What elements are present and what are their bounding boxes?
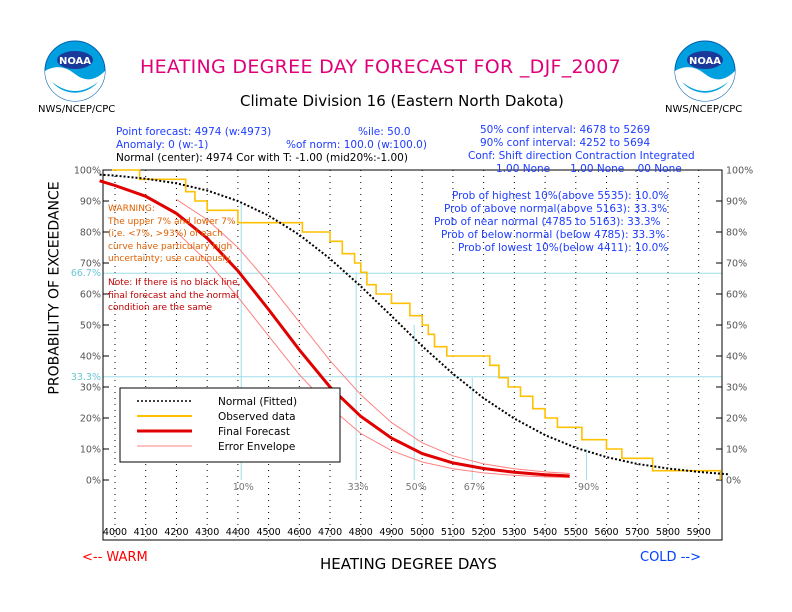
y-tick-label-left: 80% — [80, 228, 101, 239]
y-axis-label: PROBABILITY OF EXCEEDANCE — [46, 181, 63, 395]
y-tick-label-right: 90% — [726, 197, 747, 208]
axes-layer: 4000 4100 4200 4300 4400 4500 4600 4700 4800 4900… — [74, 166, 753, 541]
ref-v-label: 67% — [464, 482, 485, 493]
ref-h-label: 33.3% — [71, 372, 101, 383]
x-tick-label: 4500 — [257, 527, 281, 538]
y-tick-label-right: 60% — [726, 290, 747, 301]
series-observed-data — [111, 169, 721, 480]
series-layer — [99, 169, 730, 480]
ref-v-label: 33% — [348, 482, 369, 493]
x-tick-label: 4600 — [287, 527, 311, 538]
percent-of-normal: %of norm: 100.0 (w:100.0) — [286, 139, 427, 151]
y-tick-label-right: 10% — [726, 445, 747, 456]
anomaly: Anomaly: 0 (w:-1) — [116, 139, 209, 151]
legend-label-forecast: Final Forecast — [218, 426, 290, 438]
y-tick-label-left: 40% — [80, 352, 101, 363]
y-tick-label-left: 30% — [80, 383, 101, 394]
percentile: %ile: 50.0 — [358, 126, 411, 138]
x-tick-label: 5700 — [625, 527, 649, 538]
y-tick-label-right: 0% — [726, 476, 741, 487]
prob-near: Prob of near normal (4785 to 5163): 33.3… — [434, 216, 661, 228]
conf-90: 90% conf interval: 4252 to 5694 — [480, 137, 651, 149]
noaa-logo-left: NOAA — [44, 40, 106, 102]
ref-h-label: 66.7% — [71, 268, 101, 279]
legend-label-normal: Normal (Fitted) — [218, 396, 297, 408]
noaa-logo-right: NOAA — [674, 40, 736, 102]
y-tick-label-left: 50% — [80, 321, 101, 332]
y-tick-label-left: 20% — [80, 414, 101, 425]
ref-v-label: 50% — [406, 482, 427, 493]
x-tick-label: 4800 — [349, 527, 373, 538]
y-tick-label-right: 40% — [726, 352, 747, 363]
warning-text: WARNING: The upper 7% and lower 7% (i.e.… — [108, 204, 236, 264]
y-tick-label-left: 10% — [80, 445, 101, 456]
prob-above: Prob of above normal(above 5163): 33.3% — [444, 203, 668, 215]
point-forecast: Point forecast: 4974 (w:4973) — [116, 126, 272, 138]
y-tick-label-left: 0% — [86, 476, 101, 487]
x-tick-label: 4900 — [379, 527, 403, 538]
x-tick-label: 5400 — [533, 527, 557, 538]
series-error-envelope-upper — [176, 198, 570, 474]
note-text: Note: If there is no black line, final f… — [108, 278, 241, 313]
conf-50: 50% conf interval: 4678 to 5269 — [480, 124, 651, 136]
y-tick-label-left: 60% — [80, 290, 101, 301]
chart-subtitle: Climate Division 16 (Eastern North Dakot… — [240, 92, 564, 110]
x-tick-label: 4700 — [318, 527, 342, 538]
conf-header: Conf: Shift direction Contraction Integr… — [468, 150, 695, 162]
prob-lowest: Prob of lowest 10%(below 4411): 10.0% — [458, 242, 669, 254]
legend-label-observed: Observed data — [218, 411, 296, 423]
legend-label-envelope: Error Envelope — [218, 441, 295, 453]
ref-v-label: 10% — [233, 482, 254, 493]
y-tick-label-right: 100% — [726, 166, 753, 177]
x-tick-label: 5000 — [410, 527, 434, 538]
cold-indicator: COLD --> — [640, 550, 701, 565]
y-tick-label-right: 50% — [726, 321, 747, 332]
y-tick-label-left: 70% — [80, 259, 101, 270]
y-tick-label-right: 30% — [726, 383, 747, 394]
x-axis-label: HEATING DEGREE DAYS — [320, 555, 497, 573]
x-tick-label: 5500 — [564, 527, 588, 538]
y-tick-label-right: 80% — [726, 228, 747, 239]
x-tick-label: 5600 — [594, 527, 618, 538]
logo-text: NOAA — [689, 56, 721, 67]
x-tick-label: 5900 — [687, 527, 711, 538]
series-normal-fitted — [99, 173, 730, 476]
x-tick-label: 4400 — [226, 527, 250, 538]
ref-v-label: 90% — [578, 482, 599, 493]
x-tick-label: 5200 — [472, 527, 496, 538]
conf-values: 1.00 None 1.00 None .00 None — [496, 163, 682, 175]
x-tick-label: 5800 — [656, 527, 680, 538]
org-label-left: NWS/NCEP/CPC — [38, 104, 116, 115]
plot-frame — [102, 169, 723, 541]
logo-text: NOAA — [59, 56, 91, 67]
x-tick-label: 4300 — [195, 527, 219, 538]
y-tick-label-right: 20% — [726, 414, 747, 425]
legend-box: Normal (Fitted) Observed data Final Fore… — [119, 387, 341, 463]
x-tick-label: 4000 — [103, 527, 127, 538]
y-tick-label-right: 70% — [726, 259, 747, 270]
org-label-right: NWS/NCEP/CPC — [665, 104, 743, 115]
y-tick-label-left: 100% — [74, 166, 101, 177]
prob-below: Prob of below normal (below 4785): 33.3% — [441, 229, 666, 241]
x-tick-label: 5300 — [502, 527, 526, 538]
series-final-forecast — [99, 179, 570, 478]
x-tick-label: 4200 — [164, 527, 188, 538]
prob-highest: Prob of highest 10%(above 5535): 10.0% — [452, 190, 669, 202]
x-tick-label: 5100 — [441, 527, 465, 538]
x-tick-label: 4100 — [134, 527, 158, 538]
warm-indicator: <-- WARM — [82, 550, 148, 565]
series-error-envelope-lower — [176, 231, 570, 478]
chart-title: HEATING DEGREE DAY FORECAST FOR _DJF_200… — [140, 56, 622, 78]
normal-center: Normal (center): 4974 Cor with T: -1.00 … — [116, 152, 408, 164]
y-tick-label-left: 90% — [80, 197, 101, 208]
